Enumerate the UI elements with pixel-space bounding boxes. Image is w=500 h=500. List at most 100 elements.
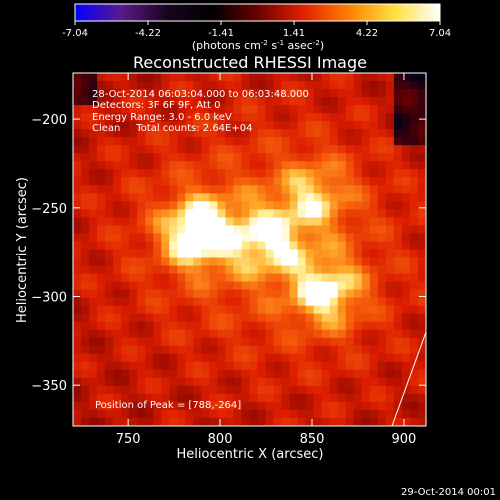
heatmap-cell: [313, 289, 323, 299]
heatmap-cell: [97, 81, 106, 90]
heatmap-cell: [257, 297, 267, 307]
heatmap-cell: [289, 409, 299, 419]
heatmap-cell: [393, 409, 403, 419]
heatmap-cell: [97, 153, 106, 162]
heatmap-cell: [345, 353, 355, 363]
heatmap-cell: [193, 377, 202, 387]
heatmap-cell: [225, 305, 235, 315]
heatmap-cell: [233, 321, 243, 331]
heatmap-cell: [281, 81, 291, 90]
heatmap-cell: [153, 417, 162, 426]
heatmap-cell: [145, 193, 154, 202]
heatmap-cell: [385, 377, 395, 387]
heatmap-cell: [265, 169, 275, 178]
heatmap-cell: [377, 377, 387, 387]
heatmap-cell: [73, 329, 82, 339]
heatmap-cell: [385, 281, 395, 291]
heatmap-cell: [161, 385, 170, 395]
heatmap-cell: [177, 305, 186, 315]
heatmap-cell: [305, 305, 315, 315]
heatmap-cell: [185, 321, 194, 331]
heatmap-cell: [345, 361, 355, 371]
heatmap-cell: [377, 265, 387, 275]
heatmap-cell: [265, 417, 275, 426]
heatmap-cell: [121, 369, 130, 379]
heatmap-cell: [305, 217, 315, 227]
heatmap-cell: [137, 193, 146, 202]
heatmap-cell: [193, 393, 202, 403]
heatmap-cell: [113, 417, 122, 426]
heatmap-cell: [305, 409, 315, 419]
heatmap-cell: [225, 89, 235, 98]
heatmap-cell: [289, 241, 299, 251]
heatmap-cell: [297, 217, 307, 227]
heatmap-cell: [345, 225, 355, 235]
heatmap-cell: [201, 233, 210, 243]
heatmap-cell: [321, 265, 331, 275]
heatmap-cell: [297, 89, 307, 98]
heatmap-cell: [337, 249, 347, 259]
heatmap-cell: [137, 185, 146, 194]
heatmap-cell: [161, 89, 170, 98]
heatmap-cell: [289, 353, 299, 363]
heatmap-cell: [145, 169, 154, 178]
heatmap-cell: [209, 153, 219, 162]
heatmap-cell: [257, 417, 267, 426]
heatmap-cell: [257, 129, 267, 138]
heatmap-cell: [273, 393, 283, 403]
heatmap-cell: [401, 113, 411, 122]
heatmap-cell: [273, 257, 283, 267]
heatmap-cell: [201, 313, 210, 323]
heatmap-cell: [385, 233, 395, 243]
heatmap-cell: [225, 73, 235, 82]
heatmap-cell: [153, 161, 162, 170]
heatmap-cell: [273, 73, 283, 82]
heatmap-cell: [137, 129, 146, 138]
heatmap-cell: [81, 305, 90, 315]
heatmap-cell: [265, 353, 275, 363]
heatmap-cell: [193, 289, 202, 299]
heatmap-cell: [369, 105, 379, 114]
heatmap-cell: [225, 265, 235, 275]
heatmap-cell: [313, 265, 323, 275]
heatmap-cell: [305, 361, 315, 371]
heatmap-cell: [281, 417, 291, 426]
heatmap-cell: [209, 385, 219, 395]
heatmap-cell: [417, 105, 426, 114]
heatmap-cell: [353, 185, 363, 194]
heatmap-cell: [273, 305, 283, 315]
heatmap-cell: [113, 217, 122, 227]
heatmap-cell: [81, 169, 90, 178]
heatmap-cell: [377, 345, 387, 355]
heatmap-cell: [97, 409, 106, 419]
heatmap-cell: [97, 241, 106, 251]
heatmap-cell: [361, 97, 371, 106]
heatmap-cell: [353, 217, 363, 227]
heatmap-cell: [417, 369, 426, 379]
heatmap-cell: [145, 145, 154, 154]
heatmap-cell: [121, 257, 130, 267]
heatmap-cell: [289, 121, 299, 130]
heatmap-cell: [137, 265, 146, 275]
heatmap-cell: [97, 401, 106, 411]
heatmap-cell: [297, 353, 307, 363]
heatmap-cell: [321, 385, 331, 395]
heatmap-cell: [273, 113, 283, 122]
heatmap-cell: [97, 393, 106, 403]
heatmap-cell: [313, 417, 323, 426]
heatmap-cell: [209, 97, 219, 106]
heatmap-cell: [217, 313, 227, 323]
heatmap-cell: [145, 129, 154, 138]
heatmap-cell: [297, 289, 307, 299]
heatmap-cell: [121, 281, 130, 291]
heatmap-cell: [89, 385, 98, 395]
heatmap-cell: [177, 105, 186, 114]
heatmap-cell: [393, 233, 403, 243]
heatmap-cell: [353, 233, 363, 243]
heatmap-cell: [353, 385, 363, 395]
heatmap-cell: [265, 113, 275, 122]
heatmap-cell: [113, 233, 122, 243]
heatmap-cell: [193, 153, 202, 162]
heatmap-cell: [169, 417, 178, 426]
heatmap-cell: [329, 153, 339, 162]
